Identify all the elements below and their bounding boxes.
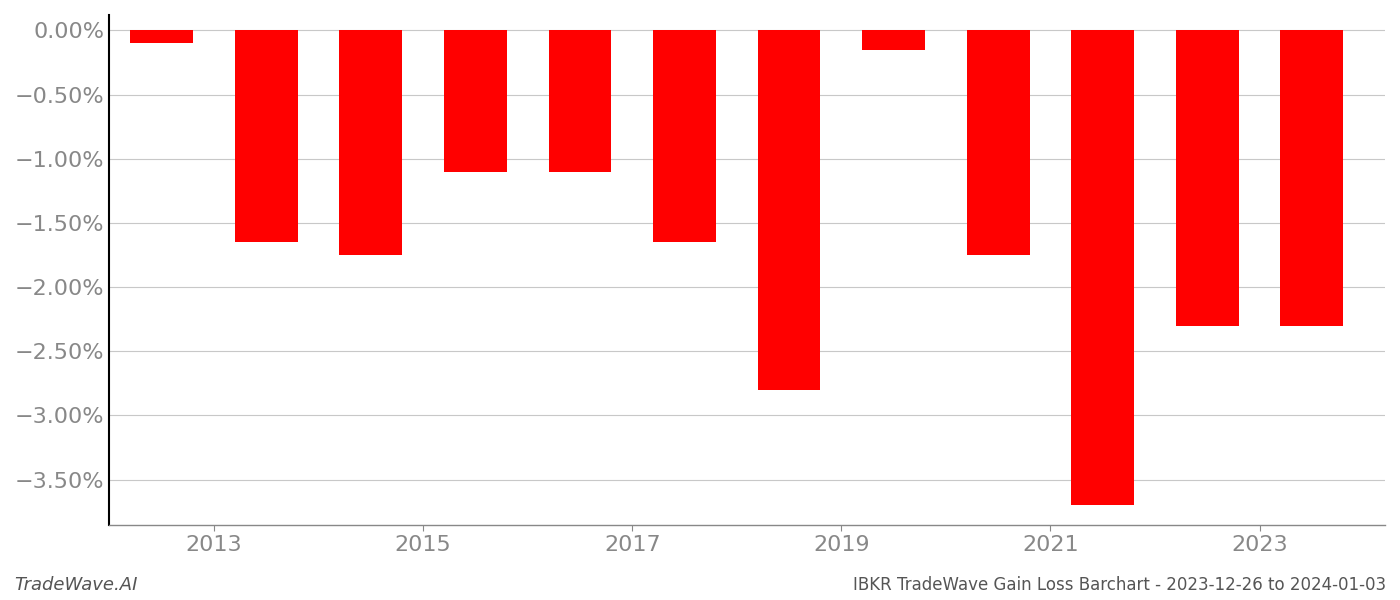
Bar	[549, 31, 612, 172]
Bar	[757, 31, 820, 390]
Bar	[235, 31, 298, 242]
Bar	[339, 31, 402, 255]
Bar	[1281, 31, 1343, 326]
Text: IBKR TradeWave Gain Loss Barchart - 2023-12-26 to 2024-01-03: IBKR TradeWave Gain Loss Barchart - 2023…	[853, 576, 1386, 594]
Bar	[130, 31, 193, 43]
Bar	[1176, 31, 1239, 326]
Text: TradeWave.AI: TradeWave.AI	[14, 576, 137, 594]
Bar	[967, 31, 1029, 255]
Bar	[1071, 31, 1134, 505]
Bar	[862, 31, 925, 50]
Bar	[444, 31, 507, 172]
Bar	[654, 31, 715, 242]
